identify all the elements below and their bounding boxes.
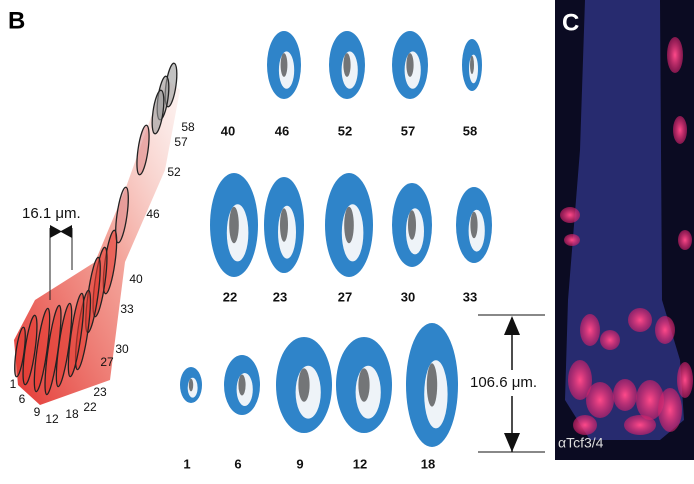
section-cells <box>343 53 350 77</box>
section-cells <box>344 207 354 243</box>
section-number: 1 <box>183 456 190 471</box>
cell <box>586 382 614 418</box>
panel-label: C <box>562 9 579 36</box>
section-cells <box>281 53 288 77</box>
cell <box>673 116 687 144</box>
cell <box>655 316 675 344</box>
section-label: 1 <box>10 377 17 391</box>
section-cells <box>358 368 369 402</box>
section-label: 23 <box>93 385 107 399</box>
section-cells <box>298 368 309 402</box>
section-number: 33 <box>463 289 477 304</box>
section-cells <box>229 207 239 243</box>
section-label: 6 <box>19 392 26 406</box>
section-label: 12 <box>45 412 59 426</box>
cell <box>677 362 693 398</box>
panel-label: B <box>8 7 25 34</box>
section-number: 18 <box>421 456 435 471</box>
section-number: 46 <box>275 123 289 138</box>
section-label: 57 <box>174 135 188 149</box>
section-cells <box>470 212 477 239</box>
section-label: 9 <box>34 405 41 419</box>
cell <box>678 230 692 250</box>
cell <box>613 379 637 411</box>
section-cells <box>189 379 193 392</box>
section-cells <box>470 56 474 74</box>
cell <box>560 207 580 223</box>
section-number: 57 <box>401 123 415 138</box>
section-number: 9 <box>296 456 303 471</box>
section-cells <box>408 210 416 239</box>
section-cells <box>406 53 413 77</box>
section-label: 30 <box>115 342 129 356</box>
section-number: 52 <box>338 123 352 138</box>
section-label: 46 <box>146 207 160 221</box>
section-cells <box>238 375 245 396</box>
section-number: 40 <box>221 123 235 138</box>
section-number: 58 <box>463 123 477 138</box>
section-label: 58 <box>181 120 195 134</box>
section-number: 22 <box>223 289 237 304</box>
section-label: 18 <box>65 407 79 421</box>
width-arrow <box>50 225 72 238</box>
section-label: 22 <box>83 400 97 414</box>
width-label: 16.1 μm. <box>22 205 81 222</box>
cell <box>580 314 600 346</box>
section-label: 40 <box>129 272 143 286</box>
section-label: 52 <box>167 165 181 179</box>
section-cells <box>280 208 288 242</box>
cell <box>667 37 683 73</box>
cell <box>573 415 597 435</box>
section-cells <box>427 363 437 406</box>
section-number: 23 <box>273 289 287 304</box>
figure: B 16.1 μm. 585752464033302723221812961 4… <box>0 0 694 479</box>
cell <box>658 388 682 432</box>
cell <box>600 330 620 350</box>
section-number: 30 <box>401 289 415 304</box>
section-number: 12 <box>353 456 367 471</box>
cell <box>624 415 656 435</box>
section-label: 27 <box>100 355 114 369</box>
section-number: 6 <box>234 456 241 471</box>
section-label: 33 <box>120 302 134 316</box>
cell <box>628 308 652 332</box>
stain-label: αTcf3/4 <box>558 435 604 451</box>
cell <box>564 234 580 246</box>
scale-label: 106.6 μm. <box>470 374 537 391</box>
section-number: 27 <box>338 289 352 304</box>
